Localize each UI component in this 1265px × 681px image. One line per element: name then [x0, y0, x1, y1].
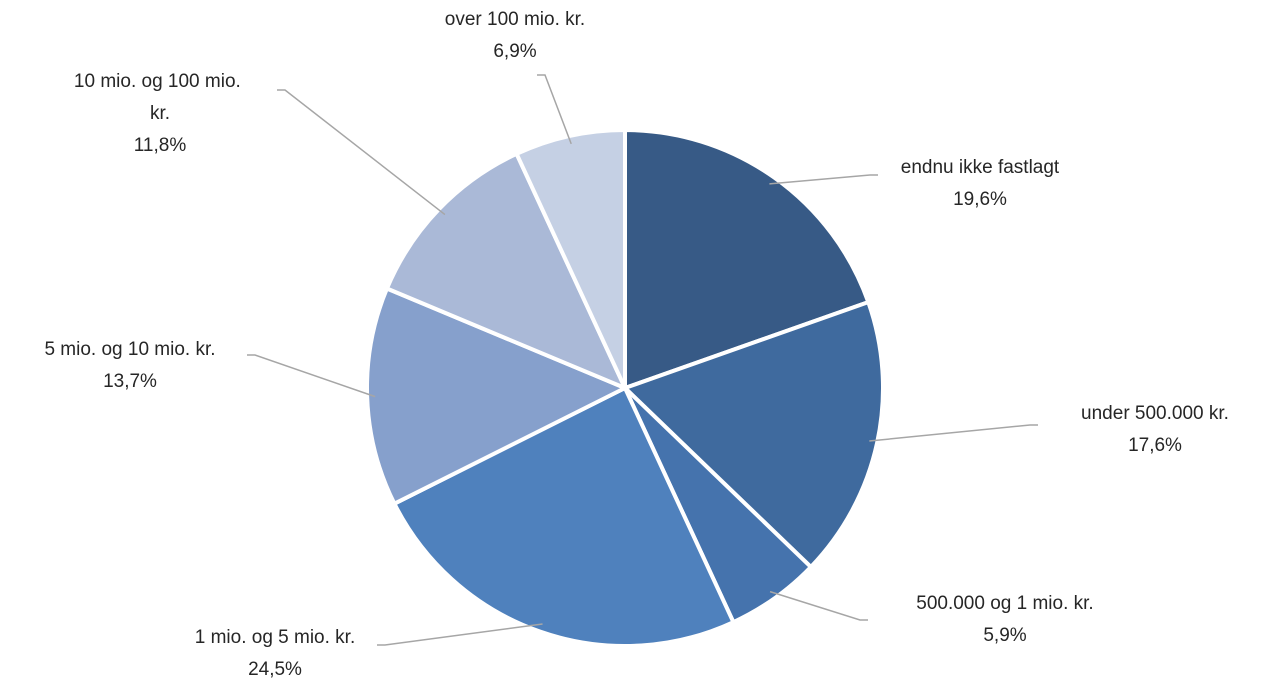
- category-label: under 500.000 kr.: [1081, 403, 1229, 424]
- value-label: 11,8%: [134, 135, 187, 156]
- category-label: 5 mio. og 10 mio. kr.: [44, 339, 215, 360]
- pie-slice: [623, 300, 885, 569]
- leader-line: [869, 424, 1038, 442]
- category-label: endnu ikke fastlagt: [901, 157, 1060, 178]
- value-label: 19,6%: [953, 189, 1007, 210]
- value-label: 24,5%: [248, 659, 302, 680]
- pie-slice: [365, 286, 627, 506]
- leader-line: [769, 590, 868, 621]
- value-label: 13,7%: [103, 371, 157, 392]
- category-label: over 100 mio. kr.: [445, 9, 585, 30]
- pie-slice: [514, 128, 627, 390]
- value-label: 6,9%: [493, 41, 536, 62]
- value-label: 17,6%: [1128, 435, 1182, 456]
- leader-line: [377, 623, 543, 646]
- category-label: 1 mio. og 5 mio. kr.: [195, 627, 356, 648]
- pie-slice: [384, 151, 627, 390]
- leader-line: [247, 354, 376, 398]
- leader-line: [537, 74, 572, 145]
- category-label: 500.000 og 1 mio. kr.: [916, 593, 1093, 614]
- value-label: 5,9%: [983, 625, 1026, 646]
- pie-slice: [392, 386, 736, 648]
- category-label: 10 mio. og 100 mio. kr.: [74, 71, 246, 124]
- leader-line: [769, 174, 878, 185]
- leader-line: [277, 89, 446, 216]
